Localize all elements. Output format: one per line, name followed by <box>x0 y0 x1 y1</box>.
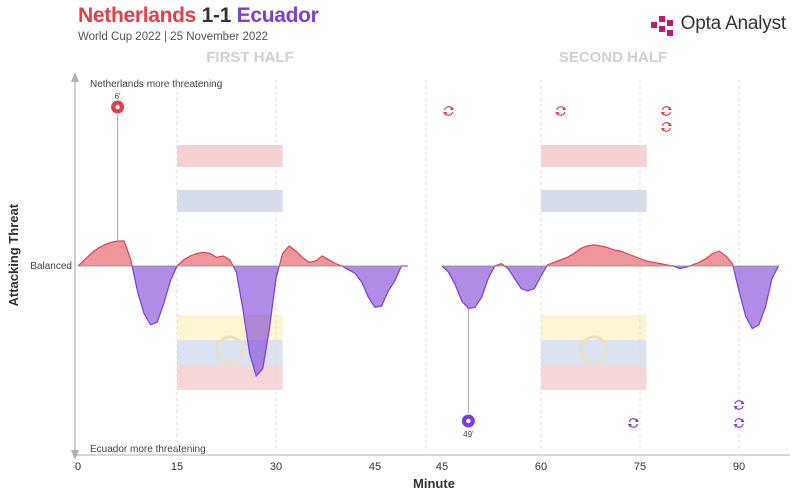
netherlands-threat-area <box>78 241 408 266</box>
sub-arrowhead <box>660 112 665 116</box>
flag-stripe <box>177 365 283 390</box>
flag-stripe <box>177 145 283 167</box>
goal-ball-icon <box>115 104 120 110</box>
substitution-icon <box>555 106 567 116</box>
substitution-icon <box>733 418 745 428</box>
sub-arrowhead <box>627 424 632 428</box>
substitution-icon <box>627 418 639 428</box>
sub-arrowhead <box>562 106 567 110</box>
x-tick-label: 60 <box>535 461 547 473</box>
period-label: SECOND HALF <box>559 49 667 66</box>
goal-minute-label: 49' <box>463 430 474 439</box>
brand: Opta Analyst <box>649 10 786 38</box>
x-tick-label: 30 <box>270 461 282 473</box>
y-axis-top-arrow <box>71 72 79 82</box>
match-title: Netherlands 1-1 Ecuador <box>78 4 319 28</box>
sub-arrowhead <box>733 406 738 410</box>
sub-arrowhead <box>667 106 672 110</box>
flag-stripe <box>541 365 647 390</box>
baseline-label: Balanced <box>30 261 72 272</box>
x-axis-title: Minute <box>413 476 455 491</box>
x-tick-label: 45 <box>369 461 381 473</box>
away-team-name: Ecuador <box>236 4 319 27</box>
sub-arrowhead <box>443 112 448 116</box>
bottom-label: Ecuador more threatening <box>90 444 206 455</box>
substitution-icon <box>660 122 672 132</box>
sub-arrowhead <box>660 128 665 132</box>
sub-arrowhead <box>740 400 745 404</box>
sub-arrowhead <box>555 112 560 116</box>
x-tick-label: 45 <box>436 461 448 473</box>
brand-name: Opta Analyst <box>680 13 787 34</box>
flag-stripe <box>541 145 647 167</box>
flag-stripe <box>541 340 647 365</box>
ecuador-threat-line <box>78 266 408 378</box>
y-axis-title: Attacking Threat <box>6 203 21 307</box>
sub-arrowhead <box>450 106 455 110</box>
sub-arrowhead <box>667 122 672 126</box>
x-tick-label: 15 <box>171 461 183 473</box>
x-tick-label: 0 <box>75 461 81 473</box>
top-label: Netherlands more threatening <box>90 79 222 90</box>
sub-arrowhead <box>634 418 639 422</box>
netherlands-threat-area <box>442 244 779 266</box>
title-block: Netherlands 1-1 Ecuador World Cup 2022 |… <box>78 4 319 43</box>
opta-logo-icon <box>650 16 673 36</box>
match-subtitle: World Cup 2022 | 25 November 2022 <box>78 31 269 43</box>
goal-ball-icon <box>466 418 471 424</box>
flag-stripe <box>541 190 647 212</box>
x-tick-label: 75 <box>634 461 646 473</box>
flag-stripe <box>177 190 283 212</box>
match-score: 1-1 <box>201 4 232 27</box>
substitution-icon <box>733 400 745 410</box>
goal-minute-label: 6' <box>115 92 121 101</box>
sub-arrowhead <box>733 424 738 428</box>
substitution-icon <box>443 106 455 116</box>
period-label: FIRST HALF <box>206 49 294 66</box>
substitution-icon <box>660 106 672 116</box>
x-tick-label: 90 <box>733 461 745 473</box>
flag-emblem-icon <box>579 335 609 365</box>
netherlands-threat-line <box>442 244 779 266</box>
sub-arrowhead <box>740 418 745 422</box>
ecuador-threat-area <box>78 266 408 376</box>
flag-emblem-icon <box>215 335 245 365</box>
home-team-name: Netherlands <box>78 4 197 27</box>
ecuador-threat-area <box>442 266 779 329</box>
